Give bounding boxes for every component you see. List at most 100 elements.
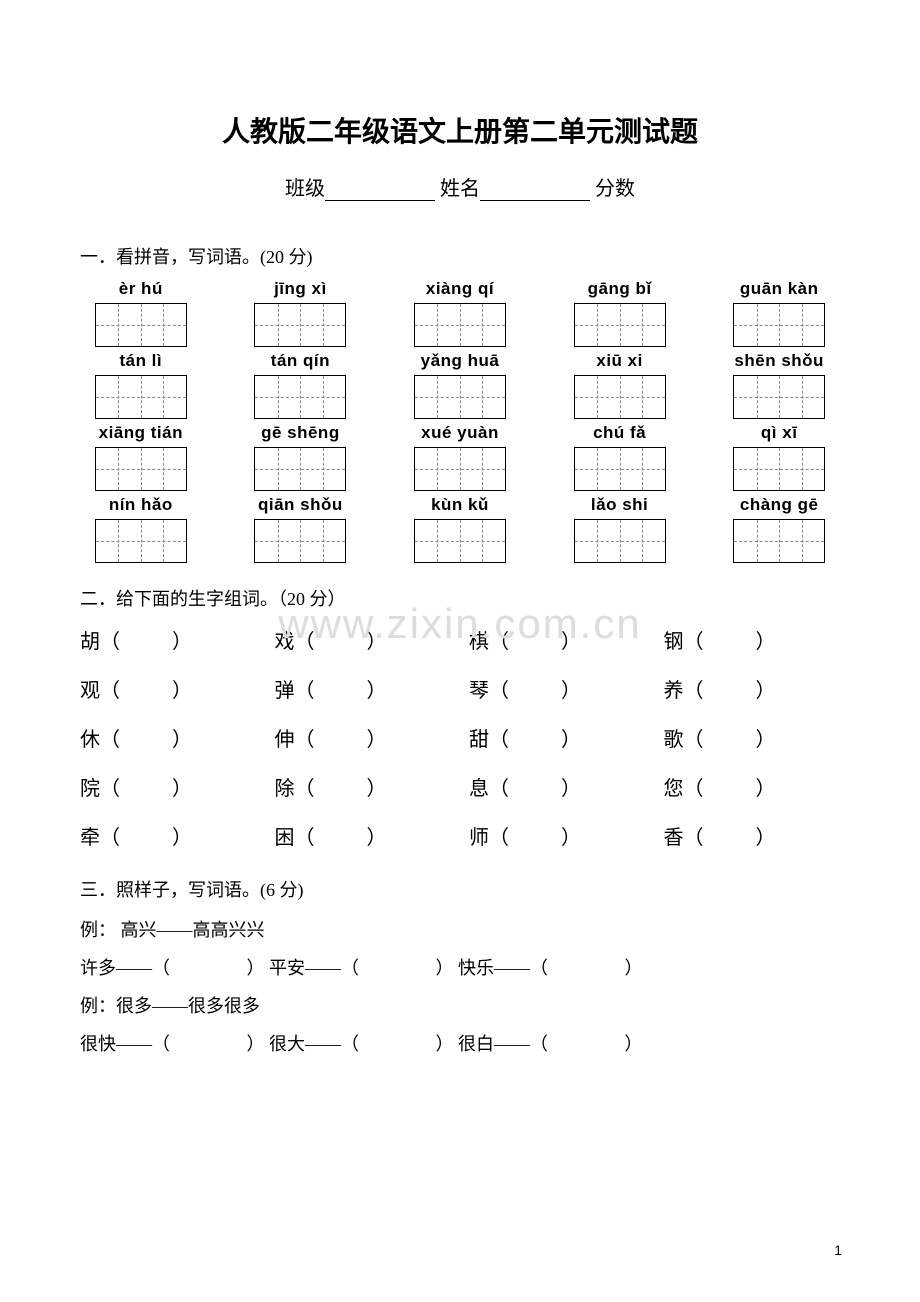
write-box[interactable] — [733, 447, 825, 491]
pinyin-item: xiāng tián — [80, 423, 202, 491]
zuci-item: 胡（） — [80, 625, 257, 654]
r2d: ） — [625, 1034, 643, 1054]
example2: 例：很多——很多很多 — [80, 988, 840, 1024]
pinyin-item: lǎo shi — [559, 495, 681, 563]
r1c: ） 快乐——（ — [436, 958, 549, 978]
pinyin-label: lǎo shi — [591, 495, 648, 515]
zuci-item: 除（） — [275, 772, 452, 801]
pinyin-item: jīng xì — [240, 279, 362, 347]
write-box[interactable] — [733, 519, 825, 563]
pinyin-label: chú fǎ — [593, 423, 646, 443]
pinyin-label: xué yuàn — [421, 423, 499, 443]
zuci-item: 师（） — [469, 821, 646, 850]
r2a: 很快——（ — [80, 1034, 170, 1054]
pinyin-label: qiān shǒu — [258, 495, 343, 515]
row1: 许多——（ ） 平安——（ ） 快乐——（ ） — [80, 950, 840, 986]
write-box[interactable] — [574, 303, 666, 347]
class-blank[interactable] — [325, 181, 435, 201]
section3-label: 三．照样子，写词语。(6 分) — [80, 876, 840, 902]
zuci-item: 弹（） — [275, 674, 452, 703]
pinyin-item: xiàng qí — [399, 279, 521, 347]
write-box[interactable] — [574, 447, 666, 491]
r1b: ） 平安——（ — [247, 958, 360, 978]
pinyin-grid: èr hú jīng xì xiàng qí gāng bǐ guān kàn tán l… — [80, 279, 840, 563]
pinyin-label: yǎng huā — [421, 351, 500, 371]
pinyin-item: qiān shǒu — [240, 495, 362, 563]
zuci-item: 琴（） — [469, 674, 646, 703]
pinyin-label: tán lì — [119, 351, 162, 371]
pinyin-item: èr hú — [80, 279, 202, 347]
r2b: ） 很大——（ — [247, 1034, 360, 1054]
pinyin-label: gē shēng — [261, 423, 340, 443]
write-box[interactable] — [414, 519, 506, 563]
pinyin-item: tán lì — [80, 351, 202, 419]
example1: 例： 高兴——高高兴兴 — [80, 912, 840, 948]
section1-label: 一．看拼音，写词语。(20 分) — [80, 243, 840, 269]
score-label: 分数 — [595, 178, 635, 200]
r2c: ） 很白——（ — [436, 1034, 549, 1054]
pinyin-label: qì xī — [761, 423, 798, 443]
pinyin-item: gē shēng — [240, 423, 362, 491]
document-title: 人教版二年级语文上册第二单元测试题 — [80, 110, 840, 150]
zuci-item: 钢（） — [664, 625, 841, 654]
zuci-item: 歌（） — [664, 723, 841, 752]
pinyin-label: tán qín — [271, 351, 330, 371]
pinyin-label: nín hǎo — [109, 495, 173, 515]
page-number: 1 — [834, 1242, 842, 1258]
section2-label: 二．给下面的生字组词。（20 分） — [80, 585, 840, 611]
pinyin-item: chàng gē — [718, 495, 840, 563]
zuci-item: 休（） — [80, 723, 257, 752]
pinyin-label: shēn shǒu — [734, 351, 824, 371]
r1a: 许多——（ — [80, 958, 170, 978]
zuci-item: 棋（） — [469, 625, 646, 654]
pinyin-label: èr hú — [119, 279, 163, 299]
class-label: 班级 — [285, 178, 325, 200]
pinyin-item: kùn kǔ — [399, 495, 521, 563]
write-box[interactable] — [95, 375, 187, 419]
pinyin-label: gāng bǐ — [588, 279, 652, 299]
write-box[interactable] — [95, 447, 187, 491]
zuci-item: 观（） — [80, 674, 257, 703]
name-label: 姓名 — [440, 178, 480, 200]
pinyin-item: shēn shǒu — [718, 351, 840, 419]
zuci-item: 香（） — [664, 821, 841, 850]
pinyin-label: xiàng qí — [426, 279, 494, 299]
pinyin-label: guān kàn — [740, 279, 819, 299]
write-box[interactable] — [733, 375, 825, 419]
pinyin-label: chàng gē — [740, 495, 819, 515]
pinyin-item: xué yuàn — [399, 423, 521, 491]
header-info: 班级 姓名 分数 — [80, 172, 840, 201]
zuci-item: 困（） — [275, 821, 452, 850]
pinyin-label: kùn kǔ — [431, 495, 489, 515]
pinyin-item: nín hǎo — [80, 495, 202, 563]
pinyin-item: xiū xi — [559, 351, 681, 419]
write-box[interactable] — [95, 519, 187, 563]
row2: 很快——（ ） 很大——（ ） 很白——（ ） — [80, 1026, 840, 1062]
write-box[interactable] — [574, 519, 666, 563]
zuci-item: 养（） — [664, 674, 841, 703]
write-box[interactable] — [254, 519, 346, 563]
write-box[interactable] — [254, 303, 346, 347]
write-box[interactable] — [414, 447, 506, 491]
zuci-item: 戏（） — [275, 625, 452, 654]
write-box[interactable] — [95, 303, 187, 347]
write-box[interactable] — [254, 447, 346, 491]
zuci-item: 息（） — [469, 772, 646, 801]
zuci-item: 院（） — [80, 772, 257, 801]
write-box[interactable] — [733, 303, 825, 347]
write-box[interactable] — [254, 375, 346, 419]
zuci-item: 您（） — [664, 772, 841, 801]
pinyin-item: guān kàn — [718, 279, 840, 347]
write-box[interactable] — [414, 375, 506, 419]
pinyin-item: yǎng huā — [399, 351, 521, 419]
pinyin-label: xiū xi — [596, 351, 642, 371]
zuci-grid: 胡（）戏（）棋（）钢（）观（）弹（）琴（）养（）休（）伸（）甜（）歌（）院（）除… — [80, 625, 840, 850]
write-box[interactable] — [414, 303, 506, 347]
zuci-item: 牵（） — [80, 821, 257, 850]
pinyin-item: tán qín — [240, 351, 362, 419]
name-blank[interactable] — [480, 181, 590, 201]
write-box[interactable] — [574, 375, 666, 419]
pinyin-item: qì xī — [718, 423, 840, 491]
zuci-item: 甜（） — [469, 723, 646, 752]
r1d: ） — [625, 958, 643, 978]
